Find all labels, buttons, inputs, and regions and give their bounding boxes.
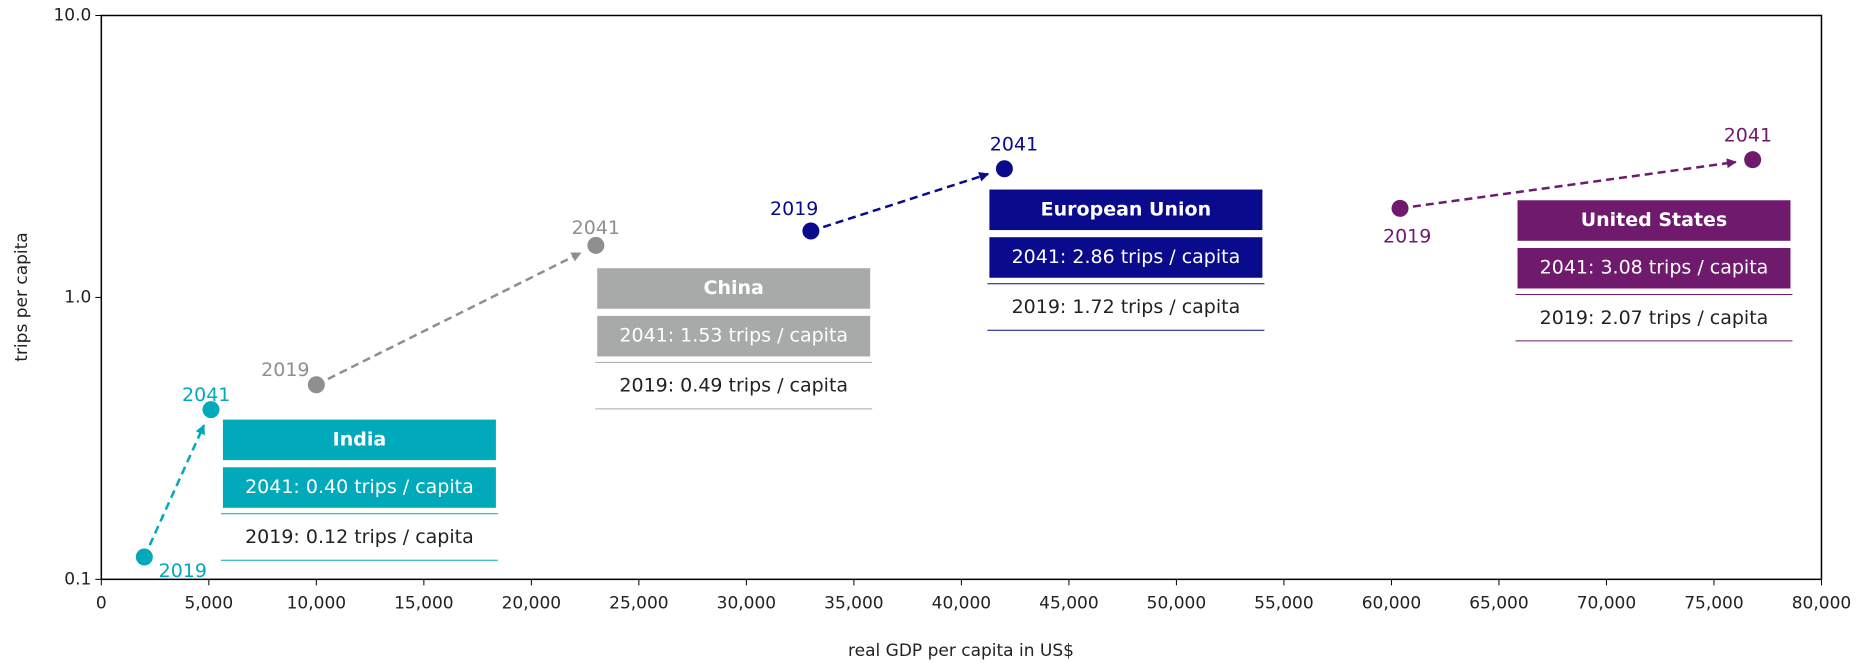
box-line-bg <box>989 237 1263 278</box>
y-axis-label: trips per capita <box>12 232 32 361</box>
point <box>202 401 220 419</box>
box-line-bg <box>597 315 871 357</box>
x-axis-label: real GDP per capita in US$ <box>848 641 1074 661</box>
x-tick-label: 5,000 <box>184 593 233 613</box>
trend-arrow <box>810 171 990 233</box>
box-line: 2041: 3.08 trips / capita <box>1540 257 1769 279</box>
box-title-bg <box>1517 200 1791 241</box>
point-label: 2041 <box>1724 124 1772 146</box>
x-tick-label: 70,000 <box>1577 593 1636 613</box>
box-title-bg <box>989 189 1263 231</box>
point <box>802 222 820 240</box>
x-tick-label: 15,000 <box>394 593 453 613</box>
x-tick-label: 10,000 <box>287 593 346 613</box>
x-tick-label: 35,000 <box>824 593 883 613</box>
x-tick-label: 40,000 <box>932 593 991 613</box>
box-title-bg <box>597 268 871 309</box>
box-line-bg <box>1517 247 1791 289</box>
x-tick-label: 75,000 <box>1684 593 1743 613</box>
box-title-bg <box>222 419 496 461</box>
point <box>995 160 1013 178</box>
point-label: 2019 <box>261 359 309 381</box>
box-line: 2041: 2.86 trips / capita <box>1012 246 1241 268</box>
point <box>307 376 325 394</box>
box-line: 2019: 0.49 trips / capita <box>619 375 848 397</box>
point-label: 2019 <box>770 198 818 220</box>
x-tick-label: 80,000 <box>1792 593 1851 613</box>
point <box>1391 199 1409 217</box>
x-tick-label: 0 <box>96 593 107 613</box>
point <box>135 548 153 566</box>
x-tick-label: 60,000 <box>1362 593 1421 613</box>
box-line: 2019: 1.72 trips / capita <box>1012 296 1241 318</box>
point-label: 2019 <box>159 560 207 582</box>
legend-entry: United States <box>1581 209 1728 231</box>
legend-entry: China <box>704 277 764 299</box>
point <box>1744 151 1762 169</box>
trend-arrow <box>143 424 206 558</box>
legend-entry: India <box>333 428 387 450</box>
point-label: 2019 <box>1383 225 1431 247</box>
x-tick-label: 45,000 <box>1039 593 1098 613</box>
y-tick-label: 1.0 <box>64 287 91 307</box>
box-line: 2041: 0.40 trips / capita <box>245 476 474 498</box>
x-tick-label: 25,000 <box>609 593 668 613</box>
point-label: 2041 <box>990 133 1038 155</box>
x-tick-label: 50,000 <box>1147 593 1206 613</box>
x-tick-label: 30,000 <box>717 593 776 613</box>
point-label: 2041 <box>182 384 230 406</box>
box-line: 2041: 1.53 trips / capita <box>619 325 848 347</box>
y-tick-label: 10.0 <box>53 5 91 25</box>
box-line: 2019: 0.12 trips / capita <box>245 526 474 548</box>
point-label: 2041 <box>572 217 620 239</box>
trend-arrow <box>1399 158 1737 210</box>
x-tick-label: 55,000 <box>1254 593 1313 613</box>
point <box>587 236 605 254</box>
box-line-bg <box>222 467 496 508</box>
trend-arrow <box>315 251 582 386</box>
box-line: 2019: 2.07 trips / capita <box>1540 307 1769 329</box>
y-tick-label: 0.1 <box>64 569 91 589</box>
legend-entry: European Union <box>1041 198 1211 220</box>
x-tick-label: 65,000 <box>1469 593 1528 613</box>
x-tick-label: 20,000 <box>502 593 561 613</box>
